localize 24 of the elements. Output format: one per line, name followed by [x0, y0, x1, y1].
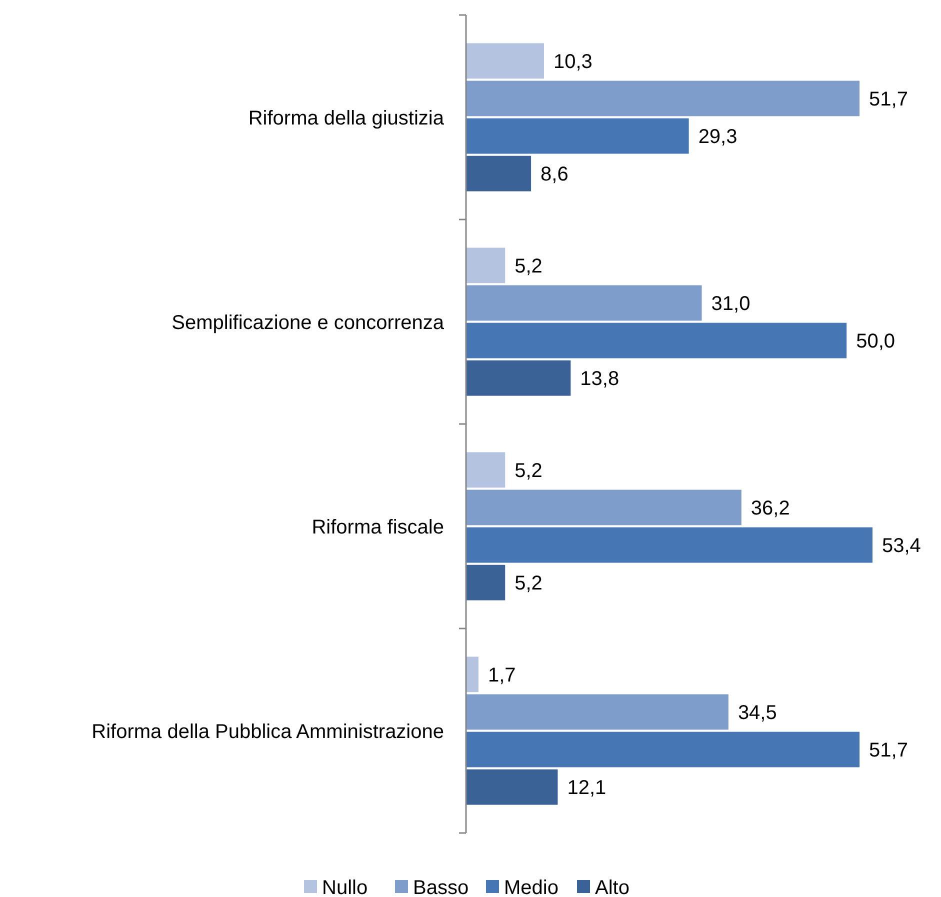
data-label: 29,3 [698, 126, 738, 148]
data-label: 5,2 [514, 572, 542, 595]
y-tick-label: Riforma fiscale [312, 516, 444, 538]
data-label: 36,2 [750, 497, 790, 520]
data-label: 51,7 [869, 88, 908, 110]
data-label: 8,6 [540, 164, 568, 186]
data-label: 31,0 [711, 292, 750, 315]
legend-label: Medio [504, 877, 558, 897]
data-label: 5,2 [514, 460, 542, 482]
data-label: 10,3 [554, 50, 592, 73]
data-label: 53,4 [882, 535, 921, 558]
y-tick-label: Semplificazione e concorrenza [172, 312, 445, 334]
legend-label: Alto [595, 877, 630, 897]
data-label: 1,7 [488, 664, 516, 686]
data-label: 13,8 [580, 368, 620, 390]
data-label: 5,2 [514, 255, 542, 278]
legend-label: Basso [413, 877, 469, 897]
y-tick-label: Riforma della giustizia [248, 107, 445, 130]
y-tick-label: Riforma della Pubblica Amministrazione [92, 720, 444, 743]
data-label: 50,0 [856, 330, 896, 353]
data-label: 51,7 [869, 740, 908, 762]
legend-label: Nullo [322, 877, 368, 897]
data-label: 34,5 [738, 702, 777, 724]
data-label: 12,1 [567, 777, 606, 800]
